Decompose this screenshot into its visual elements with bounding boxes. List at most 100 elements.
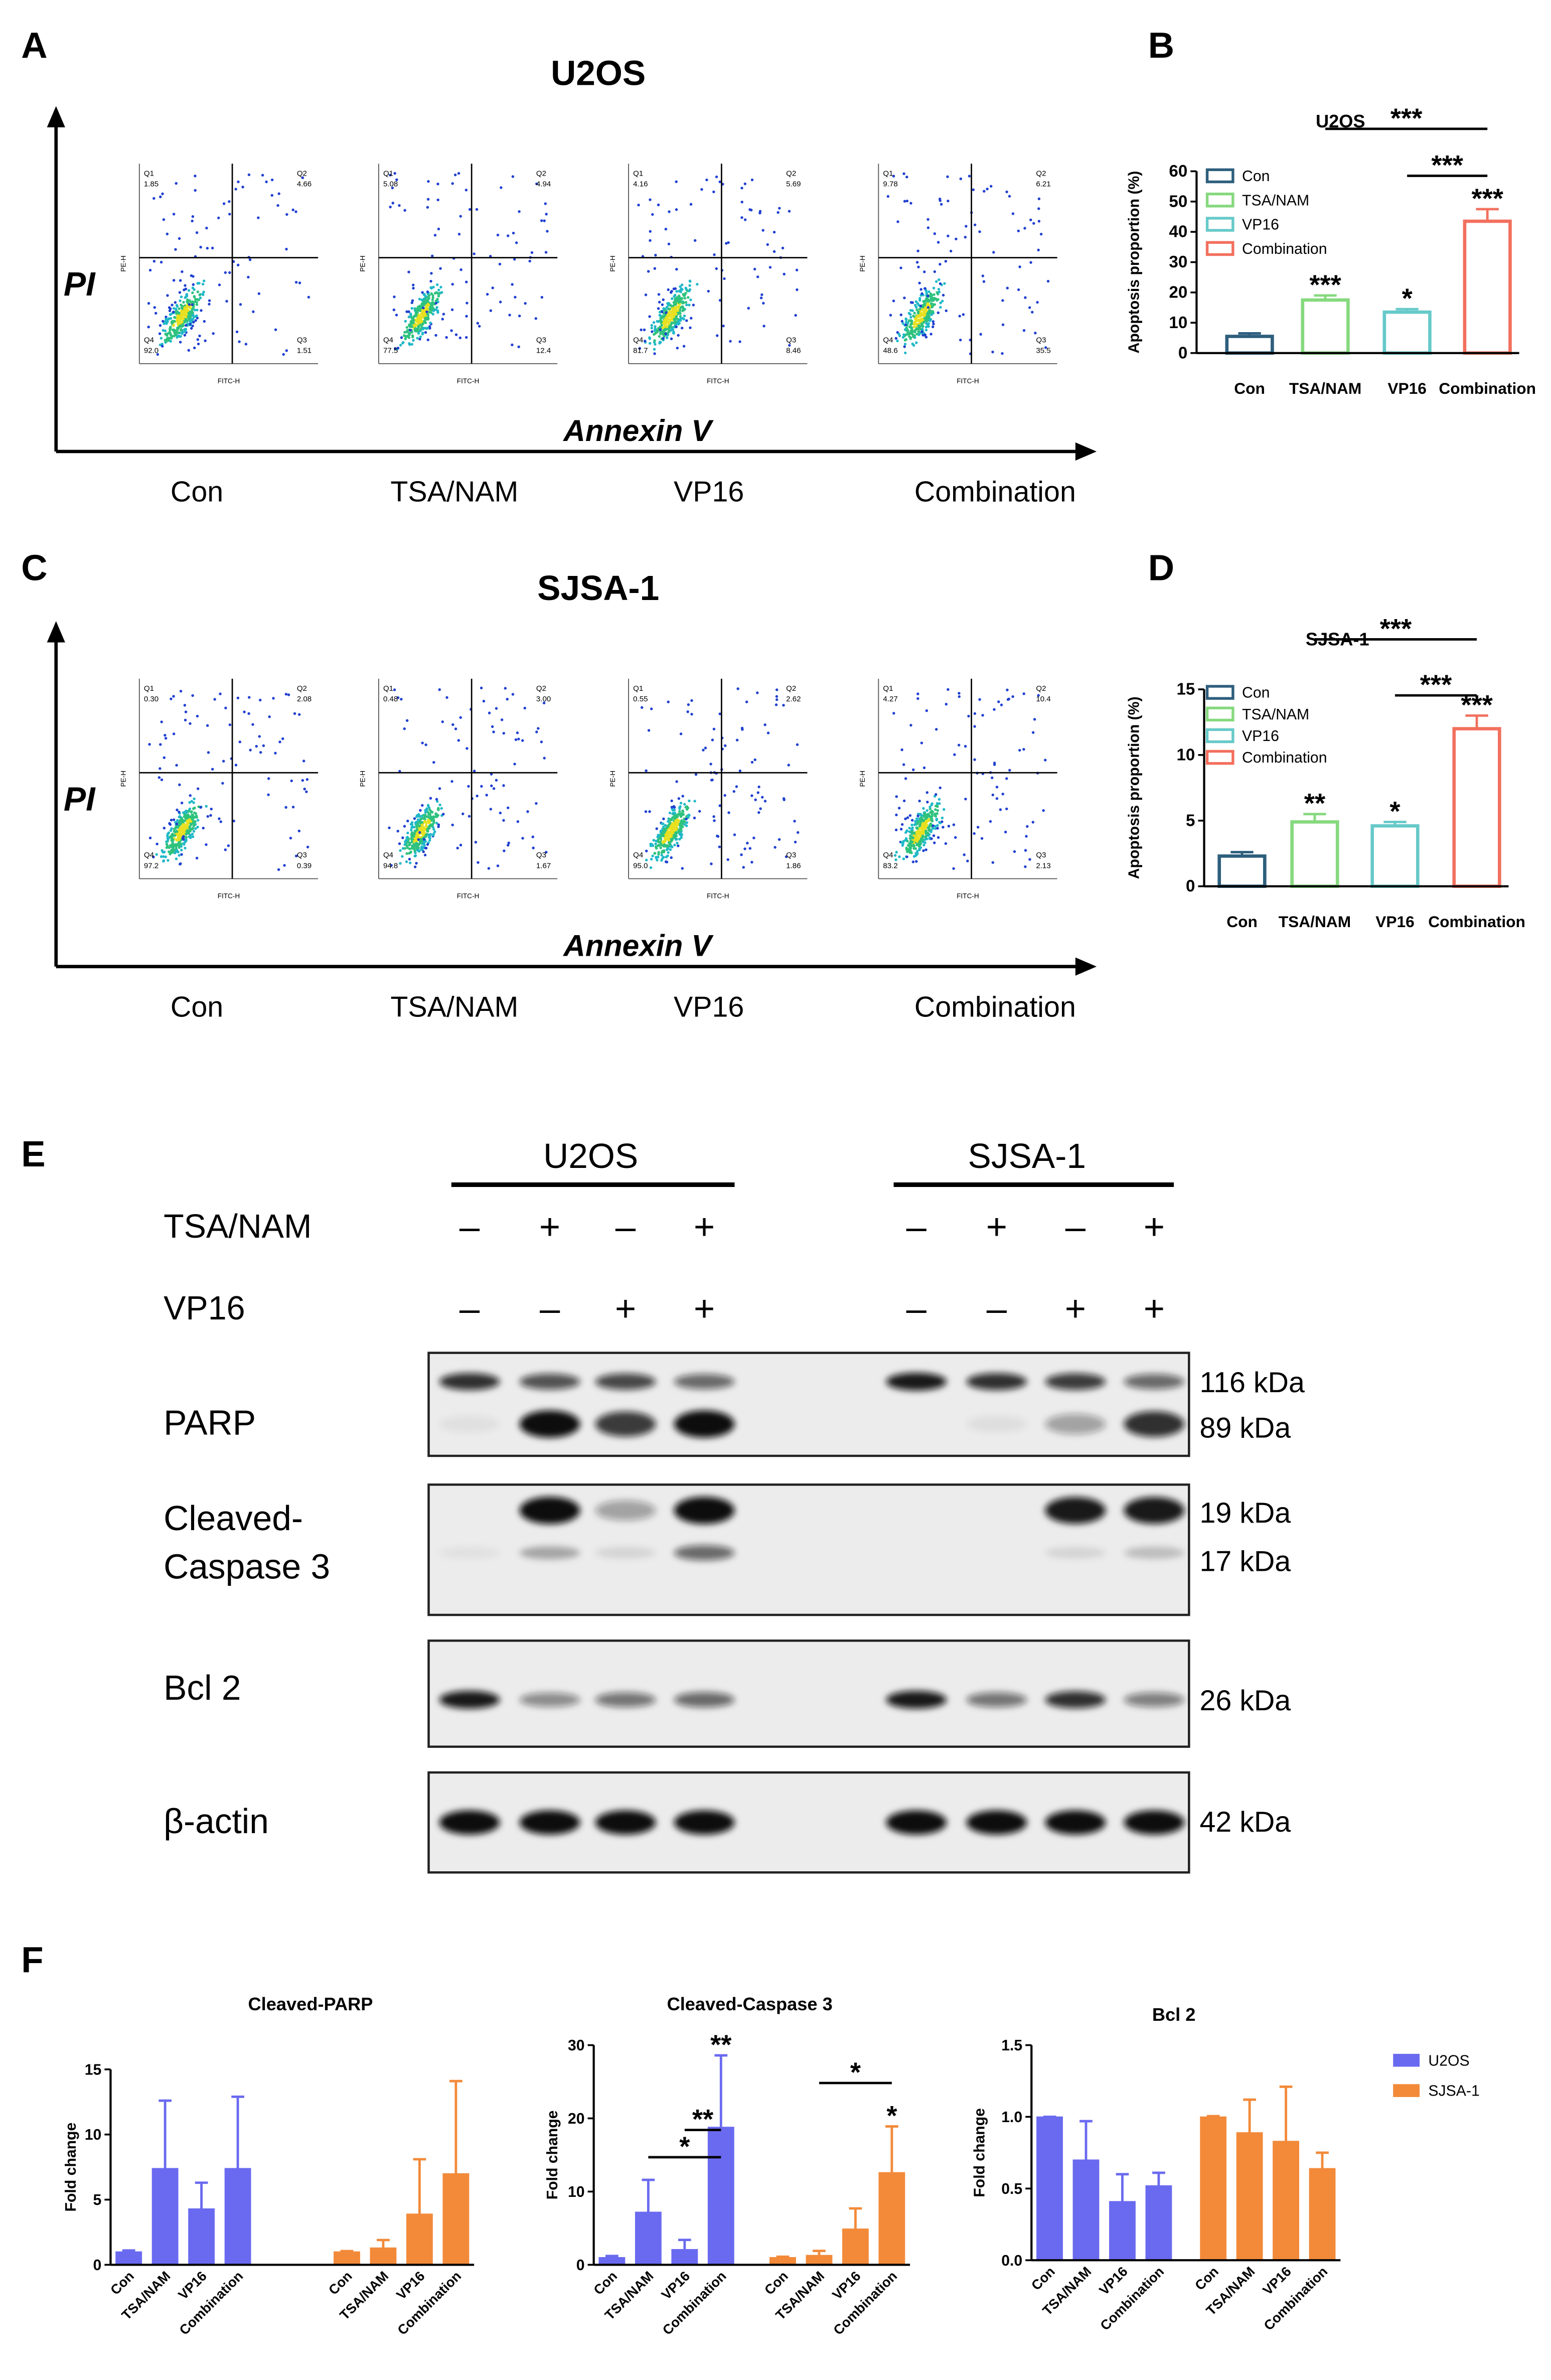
event-dot bbox=[440, 291, 443, 294]
event-dot bbox=[670, 329, 673, 332]
event-dot bbox=[185, 836, 188, 839]
event-dot bbox=[457, 232, 461, 236]
event-dot bbox=[663, 320, 666, 323]
event-dot bbox=[186, 299, 189, 302]
event-dot bbox=[248, 258, 252, 261]
event-dot bbox=[757, 811, 760, 814]
event-dot bbox=[947, 234, 950, 238]
event-dot bbox=[933, 303, 937, 306]
x-tick-label: Combination bbox=[1428, 913, 1525, 931]
event-dot bbox=[915, 840, 919, 843]
event-dot bbox=[935, 728, 938, 731]
event-dot bbox=[934, 825, 937, 828]
group-label: Con bbox=[171, 991, 223, 1023]
event-dot bbox=[904, 351, 907, 355]
error-bar bbox=[195, 2181, 208, 2209]
event-dot bbox=[676, 841, 679, 845]
event-dot bbox=[404, 337, 407, 341]
plot-x-label: FITC-H bbox=[218, 892, 240, 900]
event-dot bbox=[410, 301, 414, 305]
event-dot bbox=[698, 810, 701, 813]
event-dot bbox=[658, 301, 661, 304]
legend-label: Con bbox=[1242, 685, 1270, 701]
event-dot bbox=[301, 176, 304, 180]
event-dot bbox=[743, 847, 746, 850]
event-dot bbox=[282, 353, 285, 356]
event-dot bbox=[403, 331, 406, 334]
event-dot bbox=[265, 180, 268, 184]
event-dot bbox=[515, 241, 518, 244]
event-dot bbox=[774, 703, 778, 706]
event-dot bbox=[480, 785, 483, 788]
event-dot bbox=[417, 838, 420, 841]
event-dot bbox=[665, 306, 669, 309]
quadrant-value: 9.78 bbox=[883, 180, 897, 189]
event-dot bbox=[679, 317, 682, 320]
event-dot bbox=[752, 836, 755, 839]
event-dot bbox=[715, 267, 718, 270]
event-dot bbox=[941, 816, 944, 820]
event-dot bbox=[408, 325, 412, 328]
event-dot bbox=[457, 172, 460, 175]
event-dot bbox=[169, 333, 173, 336]
event-dot bbox=[676, 318, 679, 321]
event-dot bbox=[675, 827, 679, 831]
event-dot bbox=[643, 340, 647, 343]
event-dot bbox=[936, 827, 939, 830]
band bbox=[966, 1373, 1027, 1391]
event-dot bbox=[991, 793, 995, 797]
event-dot bbox=[916, 249, 919, 252]
event-dot bbox=[671, 809, 674, 812]
event-dot bbox=[1005, 190, 1008, 194]
treatment-label: TSA/NAM bbox=[164, 1208, 312, 1245]
event-dot bbox=[718, 712, 721, 715]
y-tick-label: 20 bbox=[568, 2111, 585, 2127]
event-dot bbox=[407, 310, 410, 313]
event-dot bbox=[396, 347, 400, 350]
event-dot bbox=[174, 301, 177, 304]
event-dot bbox=[943, 282, 946, 285]
event-dot bbox=[405, 719, 409, 722]
event-dot bbox=[192, 822, 195, 825]
event-dot bbox=[681, 300, 684, 304]
event-dot bbox=[915, 827, 919, 830]
event-dot bbox=[298, 281, 301, 284]
event-dot bbox=[475, 208, 479, 211]
y-axis-title: Apoptosis proportion (%) bbox=[1126, 171, 1143, 354]
band bbox=[1045, 1497, 1106, 1524]
event-dot bbox=[690, 699, 693, 702]
band bbox=[519, 1410, 580, 1438]
event-dot bbox=[689, 299, 692, 302]
event-dot bbox=[707, 289, 710, 293]
event-dot bbox=[762, 302, 765, 305]
event-dot bbox=[473, 252, 476, 255]
event-dot bbox=[459, 716, 462, 719]
group-label: Combination bbox=[914, 476, 1076, 508]
event-dot bbox=[182, 301, 185, 304]
event-dot bbox=[1037, 197, 1041, 201]
event-dot bbox=[291, 805, 295, 809]
event-dot bbox=[206, 815, 209, 818]
event-dot bbox=[929, 292, 933, 295]
event-dot bbox=[664, 824, 667, 827]
event-dot bbox=[419, 826, 423, 829]
event-dot bbox=[932, 834, 936, 837]
event-dot bbox=[664, 227, 668, 231]
event-dot bbox=[172, 324, 176, 327]
event-dot bbox=[430, 304, 434, 307]
bar bbox=[842, 2228, 869, 2266]
event-dot bbox=[778, 207, 781, 210]
event-dot bbox=[918, 842, 921, 845]
event-dot bbox=[175, 764, 178, 767]
event-dot bbox=[939, 282, 942, 285]
event-dot bbox=[436, 300, 439, 304]
event-dot bbox=[768, 266, 772, 269]
event-dot bbox=[211, 768, 214, 771]
event-dot bbox=[410, 834, 414, 837]
event-dot bbox=[910, 828, 913, 831]
event-dot bbox=[964, 797, 967, 801]
event-dot bbox=[657, 307, 660, 310]
event-dot bbox=[163, 322, 166, 325]
event-dot bbox=[166, 232, 169, 236]
event-dot bbox=[535, 730, 538, 733]
